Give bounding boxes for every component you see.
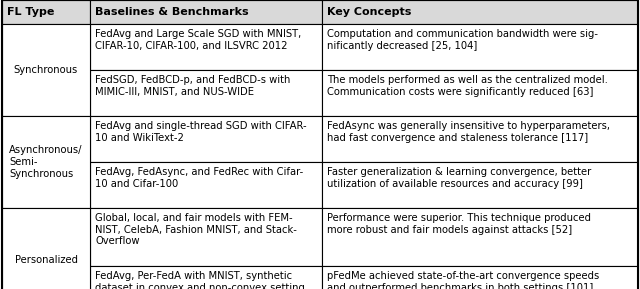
Text: Personalized: Personalized [15, 255, 77, 265]
Bar [322, 208, 638, 266]
Bar [2, 24, 90, 116]
Text: Performance were superior. This technique produced
more robust and fair models a: Performance were superior. This techniqu… [327, 213, 591, 235]
Text: Asynchronous/
Semi-
Synchronous: Asynchronous/ Semi- Synchronous [9, 145, 83, 179]
Bar [90, 208, 322, 266]
Bar [90, 162, 322, 208]
Text: FedAvg and single-thread SGD with CIFAR-
10 and WikiText-2: FedAvg and single-thread SGD with CIFAR-… [95, 121, 307, 142]
Bar [90, 70, 322, 116]
Bar [90, 266, 322, 289]
Text: FedAvg, FedAsync, and FedRec with Cifar-
10 and Cifar-100: FedAvg, FedAsync, and FedRec with Cifar-… [95, 167, 303, 189]
Bar [322, 0, 638, 24]
Bar [322, 70, 638, 116]
Text: FedAvg and Large Scale SGD with MNIST,
CIFAR-10, CIFAR-100, and ILSVRC 2012: FedAvg and Large Scale SGD with MNIST, C… [95, 29, 301, 51]
Bar [322, 266, 638, 289]
Bar [322, 162, 638, 208]
Bar [2, 116, 90, 208]
Text: Synchronous: Synchronous [14, 65, 78, 75]
Text: The models performed as well as the centralized model.
Communication costs were : The models performed as well as the cent… [327, 75, 608, 97]
Bar [2, 0, 90, 24]
Text: Global, local, and fair models with FEM-
NIST, CelebA, Fashion MNIST, and Stack-: Global, local, and fair models with FEM-… [95, 213, 297, 246]
Text: FedSGD, FedBCD-p, and FedBCD-s with
MIMIC-III, MNIST, and NUS-WIDE: FedSGD, FedBCD-p, and FedBCD-s with MIMI… [95, 75, 291, 97]
Bar [2, 208, 90, 289]
Bar [322, 116, 638, 162]
Text: Faster generalization & learning convergence, better
utilization of available re: Faster generalization & learning converg… [327, 167, 591, 189]
Text: FL Type: FL Type [7, 7, 54, 17]
Text: pFedMe achieved state-of-the-art convergence speeds
and outperformed benchmarks : pFedMe achieved state-of-the-art converg… [327, 271, 599, 289]
Text: Computation and communication bandwidth were sig-
nificantly decreased [25, 104]: Computation and communication bandwidth … [327, 29, 598, 51]
Bar [322, 24, 638, 70]
Text: FedAsync was generally insensitive to hyperparameters,
had fast convergence and : FedAsync was generally insensitive to hy… [327, 121, 610, 142]
Text: Key Concepts: Key Concepts [327, 7, 412, 17]
Text: FedAvg, Per-FedA with MNIST, synthetic
dataset in convex and non-convex setting: FedAvg, Per-FedA with MNIST, synthetic d… [95, 271, 305, 289]
Bar [90, 0, 322, 24]
Bar [90, 24, 322, 70]
Bar [90, 116, 322, 162]
Text: Baselines & Benchmarks: Baselines & Benchmarks [95, 7, 248, 17]
